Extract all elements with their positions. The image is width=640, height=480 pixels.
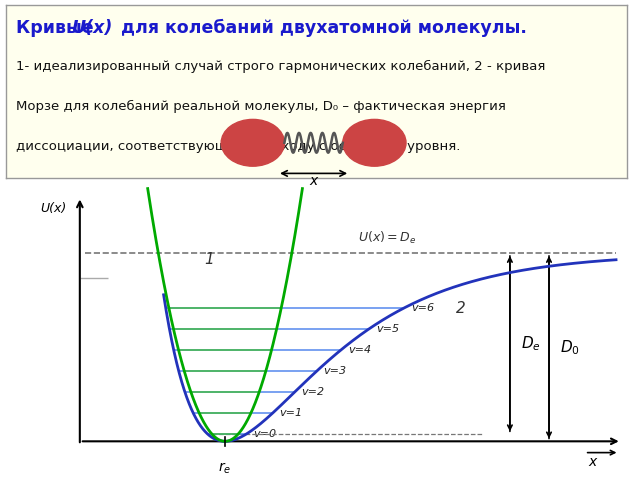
Text: v=4: v=4 [348,345,371,355]
Text: U(x): U(x) [40,202,67,215]
Text: диссоциации, соответствующая переходу с основного уровня.: диссоциации, соответствующая переходу с … [16,140,460,153]
Text: 1: 1 [205,252,214,267]
Text: v=6: v=6 [412,303,435,312]
Text: для колебаний двухатомной молекулы.: для колебаний двухатомной молекулы. [115,19,527,37]
Text: x: x [588,455,596,469]
Text: v=5: v=5 [376,324,399,334]
Text: 1- идеализированный случай строго гармонических колебаний, 2 - кривая: 1- идеализированный случай строго гармон… [16,60,545,73]
Text: v=3: v=3 [324,366,347,376]
Text: $r_e$: $r_e$ [218,460,232,476]
Text: Кривые: Кривые [16,19,99,36]
Text: v=1: v=1 [279,408,303,418]
Text: $U(x) = D_e$: $U(x) = D_e$ [358,229,416,246]
Text: $D_e$: $D_e$ [521,334,541,353]
Text: $D_0$: $D_0$ [560,338,580,357]
Text: v=0: v=0 [253,429,276,439]
Text: x: x [310,174,317,188]
Text: U(x): U(x) [72,19,113,36]
Circle shape [343,120,406,166]
Text: v=2: v=2 [301,387,324,397]
Text: 2: 2 [456,300,466,316]
Text: Морзе для колебаний реальной молекулы, D₀ – фактическая энергия: Морзе для колебаний реальной молекулы, D… [16,100,506,113]
Circle shape [221,120,284,166]
